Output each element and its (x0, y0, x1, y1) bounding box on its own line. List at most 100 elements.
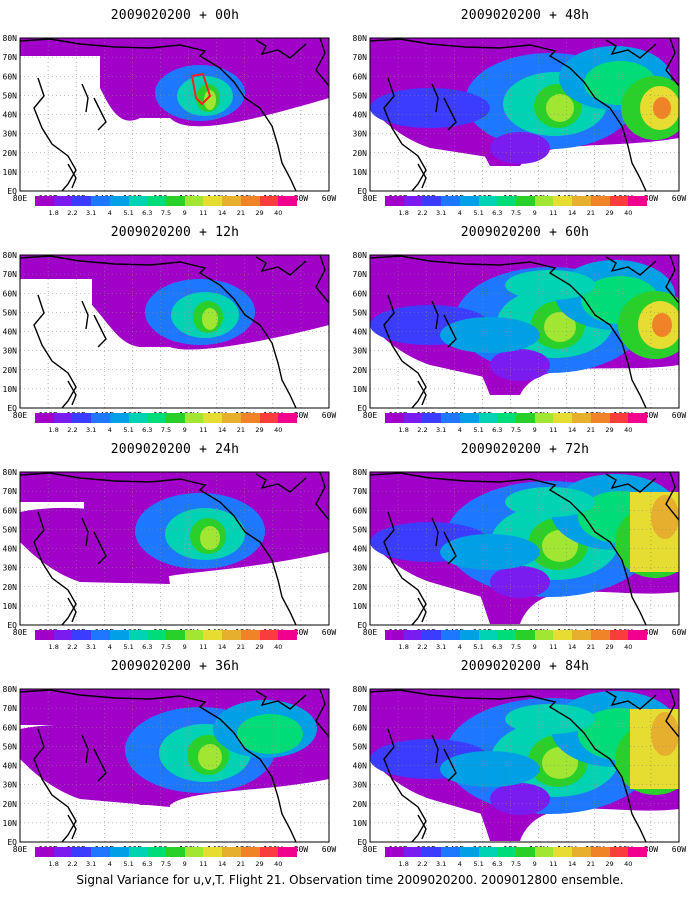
lat-label: 20N (353, 800, 368, 809)
colorbar-swatch (441, 413, 460, 423)
colorbar-swatch (403, 413, 423, 423)
colorbar-swatch (459, 196, 479, 206)
colorbar-swatch (240, 413, 260, 423)
colorbar-label: 9 (182, 643, 187, 651)
colorbar-label: 40 (624, 643, 633, 651)
lat-label: 40N (3, 762, 18, 771)
colorbar-label: 1.8 (48, 426, 59, 434)
colorbar-swatch (572, 413, 591, 423)
lat-label: 10N (3, 168, 18, 177)
colorbar-label: 14 (568, 643, 577, 651)
lat-label: 70N (3, 270, 18, 279)
colorbar-label: 40 (624, 209, 633, 217)
colorbar-swatch (109, 196, 129, 206)
lon-label: 80W (644, 845, 659, 854)
colorbar-swatch (278, 847, 298, 857)
lat-label: 70N (353, 487, 368, 496)
lat-label: 20N (3, 800, 18, 809)
colorbar-label: 4 (457, 860, 462, 868)
colorbar-swatch (516, 413, 535, 423)
colorbar-label: 1.8 (48, 643, 59, 651)
colorbar-label: 29 (255, 426, 264, 434)
lon-label: 80W (294, 194, 309, 203)
colorbar-label: 9 (532, 643, 537, 651)
colorbar-label: 2.2 (67, 860, 78, 868)
colorbar-label: 14 (568, 426, 577, 434)
lat-label: 20N (3, 149, 18, 158)
colorbar-swatch (459, 847, 479, 857)
lon-label: 80E (363, 194, 378, 203)
colorbar-label: 5.1 (123, 643, 134, 651)
lat-label: 60N (353, 72, 368, 81)
colorbar-label: 6.3 (142, 860, 153, 868)
colorbar-swatch (184, 630, 204, 640)
lat-label: 60N (353, 723, 368, 732)
colorbar-swatch (534, 196, 554, 206)
colorbar-swatch (222, 413, 241, 423)
colorbar (385, 847, 648, 857)
colorbar-swatch (184, 413, 204, 423)
colorbar-swatch (109, 413, 129, 423)
lat-label: 80N (3, 251, 18, 260)
colorbar-swatch (459, 413, 479, 423)
colorbar-label: 3.1 (85, 643, 97, 651)
variance-map: 80N70N60N50N40N30N20N10NEQ80E100E120E140… (3, 468, 337, 637)
variance-map: 80N70N60N50N40N30N20N10NEQ80E100E120E140… (353, 251, 687, 420)
colorbar-label: 11 (199, 643, 208, 651)
colorbar-swatch (166, 847, 185, 857)
colorbar-swatch (147, 413, 167, 423)
colorbar-label: 40 (274, 209, 283, 217)
colorbar-label: 6.3 (142, 209, 153, 217)
colorbar-label: 9 (182, 209, 187, 217)
colorbar-swatch (403, 630, 423, 640)
variance-map: 80N70N60N50N40N30N20N10NEQ80E100E120E140… (3, 251, 337, 420)
colorbar-label: 7.5 (160, 643, 172, 651)
colorbar-label: 2.2 (417, 860, 428, 868)
lat-label: 20N (3, 366, 18, 375)
colorbar-label: 2.2 (417, 643, 428, 651)
colorbar-swatch (72, 413, 92, 423)
colorbar-label: 1.8 (398, 426, 409, 434)
colorbar-swatch (422, 630, 442, 640)
lat-label: 80N (3, 34, 18, 43)
lat-label: 10N (353, 168, 368, 177)
lon-label: 80E (13, 845, 28, 854)
colorbar-label: 11 (549, 209, 558, 217)
lat-label: 70N (3, 487, 18, 496)
colorbar-label: 3.1 (85, 860, 97, 868)
map-panel: 2009020200 + 60h 80N 70N 60N 50N 40N 30N 20N 10N… (350, 217, 700, 442)
lat-label: 40N (3, 328, 18, 337)
lon-label: 80W (294, 411, 309, 420)
colorbar-swatch (166, 630, 185, 640)
colorbar-swatch (240, 630, 260, 640)
lat-label: EQ (357, 621, 367, 630)
lat-label: 50N (3, 742, 18, 751)
colorbar-label: 40 (624, 426, 633, 434)
lon-label: 60W (672, 411, 687, 420)
lon-label: 60W (322, 411, 337, 420)
colorbar-swatch (385, 196, 404, 206)
colorbar-label: 3.1 (85, 209, 97, 217)
colorbar-swatch (497, 413, 517, 423)
colorbar-label: 40 (274, 426, 283, 434)
colorbar-label: 1.8 (398, 643, 409, 651)
colorbar-label: 6.3 (492, 426, 503, 434)
panel-title: 2009020200 + 00h (110, 8, 240, 23)
colorbar-swatch (497, 196, 517, 206)
colorbar-swatch (385, 847, 404, 857)
colorbar-label: 21 (586, 209, 595, 217)
colorbar-label: 29 (255, 643, 264, 651)
colorbar (35, 630, 298, 640)
colorbar-swatch (35, 196, 54, 206)
colorbar-swatch (553, 630, 573, 640)
colorbar-label: 2.2 (417, 209, 428, 217)
colorbar-swatch (53, 413, 73, 423)
lon-label: 80E (13, 628, 28, 637)
lat-label: 10N (353, 602, 368, 611)
colorbar-swatch (553, 413, 573, 423)
colorbar-label: 21 (586, 643, 595, 651)
colorbar-swatch (184, 847, 204, 857)
colorbar-label: 11 (549, 860, 558, 868)
colorbar-swatch (459, 630, 479, 640)
lat-label: EQ (357, 187, 367, 196)
